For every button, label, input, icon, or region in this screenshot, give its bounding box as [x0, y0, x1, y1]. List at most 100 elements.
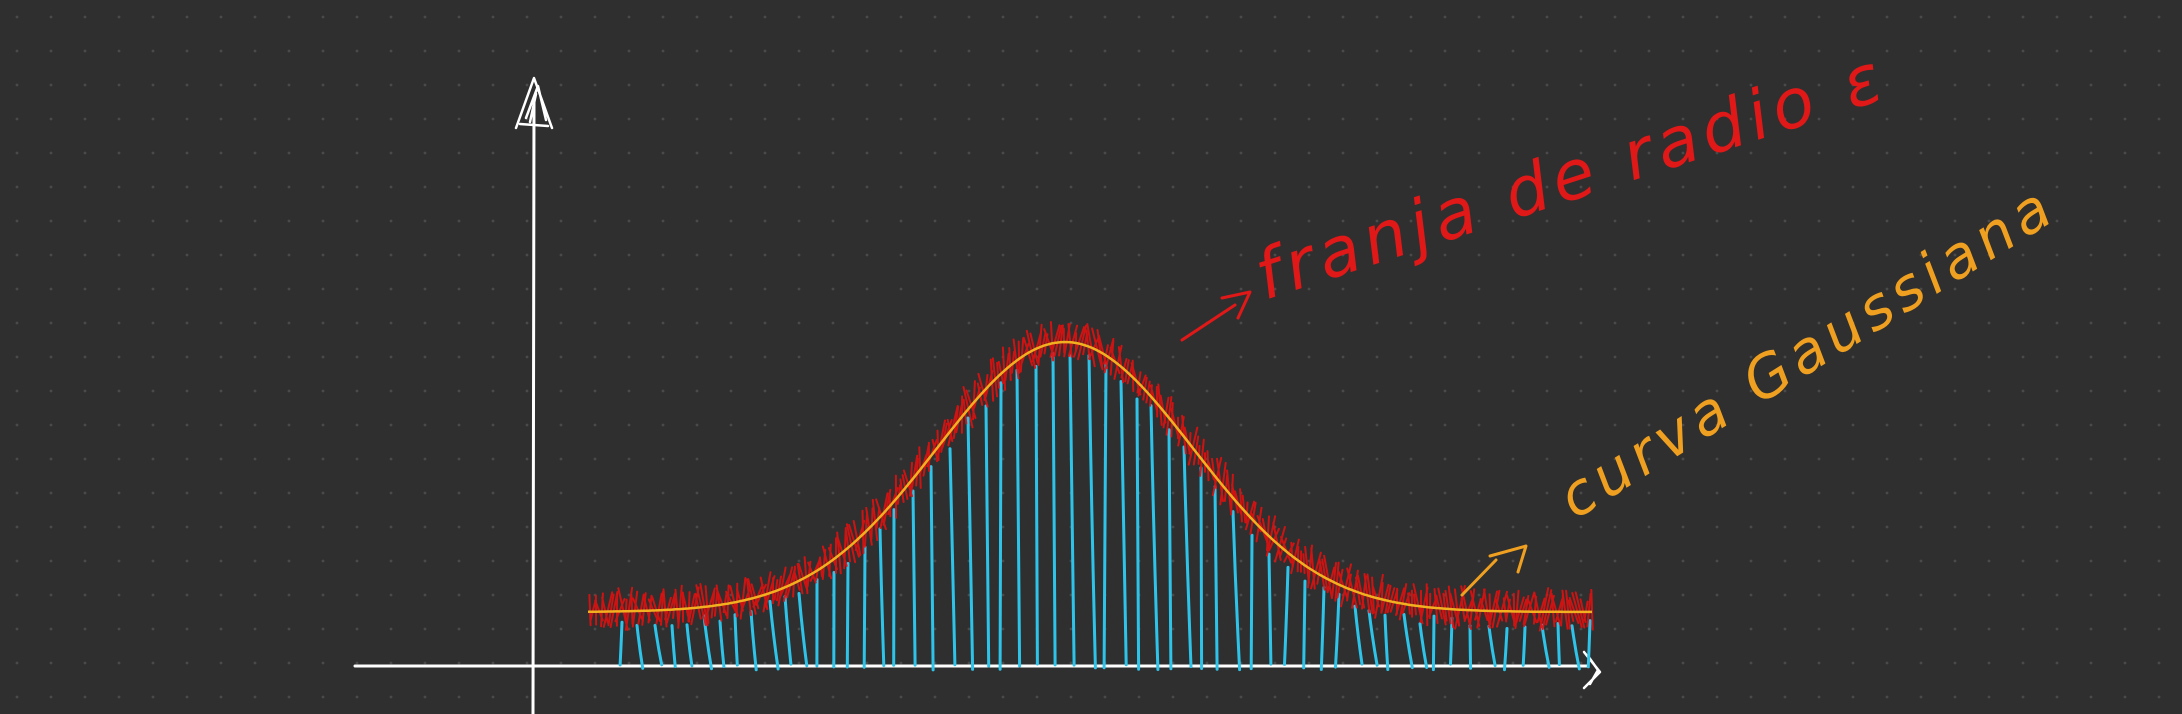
fringe-arrow: [1180, 290, 1252, 342]
fringe-hatch: [1274, 526, 1286, 563]
fringe-hatch: [1386, 587, 1396, 614]
histogram-stroke: [1556, 622, 1561, 666]
histogram-stroke: [1521, 625, 1527, 667]
fringe-hatch: [972, 380, 976, 421]
fringe-hatch: [1363, 573, 1371, 614]
histogram-stroke: [984, 404, 991, 668]
fringe-hatch: [1008, 347, 1012, 381]
fringe-hatch: [1073, 326, 1085, 358]
histogram-stroke: [670, 624, 677, 668]
fringe-hatch: [1053, 324, 1063, 357]
fringe-hatch: [660, 590, 664, 626]
fringe-hatch: [1453, 588, 1461, 627]
fringe-hatch: [1491, 589, 1501, 629]
fringe-hatch: [1380, 581, 1384, 614]
fringe-hatch: [726, 584, 730, 620]
fringe-hatch: [1290, 538, 1300, 575]
fringe-hatch: [1226, 469, 1232, 513]
fringe-hatch: [962, 386, 974, 429]
fringe-hatch: [1571, 592, 1583, 628]
fringe-hatch: [1560, 593, 1564, 627]
fringe-hatch: [1067, 324, 1079, 357]
fringe-hatch: [1395, 587, 1405, 616]
fringe-hatch: [871, 498, 879, 542]
histogram-stroke: [1302, 579, 1307, 670]
fringe-hatch: [1565, 589, 1571, 630]
fringe-hatch: [1398, 583, 1408, 621]
histogram-stroke: [1267, 552, 1273, 666]
fringe-hatch: [1561, 589, 1569, 630]
fringe-hatch: [1012, 338, 1020, 380]
fringe-hatch: [695, 584, 707, 626]
fringe-hatch: [1346, 567, 1358, 609]
fringe-hatch: [1077, 324, 1087, 361]
fringe-hatch: [989, 358, 995, 402]
histogram-stroke: [797, 592, 809, 668]
fringe-hatch: [637, 593, 645, 625]
fringe-hatch: [1433, 588, 1439, 625]
fringe-hatch: [1230, 473, 1234, 516]
fringe-hatch: [1366, 573, 1374, 615]
fringe-hatch: [1211, 456, 1223, 497]
fringe-hatch: [1380, 583, 1390, 614]
fringe-hatch: [918, 446, 922, 489]
histogram-stroke: [1167, 428, 1173, 671]
fringe-hatch: [1351, 569, 1359, 609]
histogram-stroke: [1586, 619, 1592, 669]
histogram-stroke: [1068, 353, 1076, 667]
histogram-stroke: [1383, 613, 1390, 671]
fringe-hatch: [739, 577, 747, 620]
gaussian-curve: [588, 340, 1592, 614]
fringe-hatch: [1538, 587, 1550, 632]
histogram-stroke: [966, 416, 975, 671]
fringe-hatch: [1590, 588, 1594, 631]
histogram-stroke: [618, 620, 624, 667]
fringe-hatch: [845, 529, 851, 563]
histogram-stroke: [1367, 609, 1379, 667]
curve-arrow: [1460, 544, 1528, 597]
fringe-hatch: [1384, 584, 1392, 614]
fringe-hatch: [1157, 383, 1163, 426]
fringe-hatch: [1029, 332, 1039, 364]
fringe-hatch: [782, 566, 794, 602]
fringe-hatch: [677, 584, 683, 629]
fringe-hatch: [694, 592, 702, 620]
histogram-stroke: [1102, 362, 1108, 670]
fringe-hatch: [1574, 591, 1586, 629]
fringe-hatch: [1049, 321, 1055, 362]
histogram-stroke: [862, 545, 867, 669]
histogram-stroke: [929, 465, 935, 672]
histogram-stroke: [1468, 624, 1473, 670]
fringe-hatch: [665, 592, 677, 624]
fringe-hatch: [1541, 589, 1553, 630]
histogram-stroke: [749, 609, 758, 672]
fringe-hatch: [716, 589, 728, 617]
histogram-stroke: [1051, 352, 1057, 667]
histogram-stroke: [1334, 592, 1341, 669]
histogram-stroke: [1249, 533, 1254, 671]
fringe-hatch: [1091, 327, 1103, 369]
fringe-hatch: [1483, 588, 1491, 629]
fringe-hatch: [1340, 563, 1352, 608]
histogram-stroke: [1087, 354, 1097, 670]
fringe-hatch: [1476, 588, 1486, 629]
histogram-stroke: [783, 595, 793, 666]
histogram-stroke: [1182, 445, 1193, 669]
histogram-stroke: [878, 527, 886, 667]
fringe-hatch: [777, 566, 787, 607]
fringe-hatch: [1187, 426, 1199, 466]
fringe-hatch: [1219, 461, 1227, 506]
fringe-hatch: [1266, 515, 1270, 552]
histogram-strokes: [618, 352, 1592, 672]
fringe-hatch: [747, 578, 757, 615]
fringe-hatch: [845, 523, 857, 564]
fringe-hatch: [601, 596, 609, 624]
fringe-hatch: [991, 357, 999, 398]
fringe-hatch: [602, 591, 614, 628]
fringe-hatch: [704, 585, 710, 624]
fringe-hatch: [1085, 329, 1091, 361]
fringe-hatch: [1536, 597, 1546, 624]
fringe-hatch: [1318, 558, 1326, 591]
